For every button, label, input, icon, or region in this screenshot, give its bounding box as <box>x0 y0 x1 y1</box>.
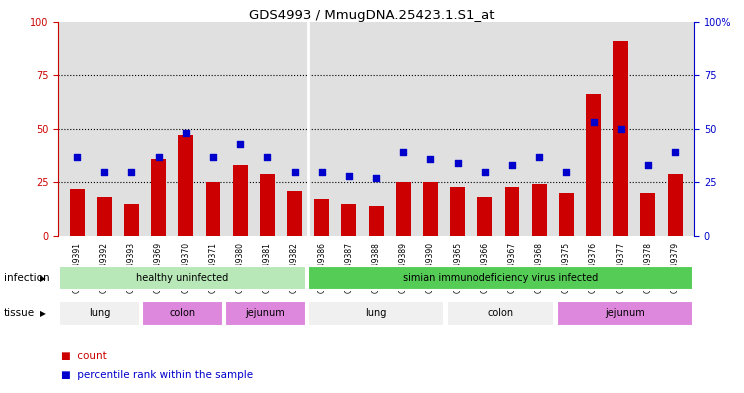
Bar <box>557 301 693 326</box>
Bar <box>450 187 465 236</box>
Point <box>126 168 138 174</box>
Bar <box>667 174 682 236</box>
Point <box>98 168 110 174</box>
Bar <box>60 266 306 290</box>
Text: jejunum: jejunum <box>246 309 286 318</box>
Bar <box>205 182 220 236</box>
Bar <box>151 159 166 236</box>
Bar <box>97 197 112 236</box>
Point <box>452 160 464 166</box>
Bar <box>559 193 574 236</box>
Point <box>370 175 382 181</box>
Text: lung: lung <box>365 309 387 318</box>
Bar <box>308 266 693 290</box>
Point <box>234 141 246 147</box>
Bar <box>124 204 139 236</box>
Bar <box>60 301 140 326</box>
Bar <box>314 199 329 236</box>
Point <box>479 168 491 174</box>
Point <box>153 153 164 160</box>
Text: infection: infection <box>4 273 49 283</box>
Bar <box>532 184 547 236</box>
Bar <box>233 165 248 236</box>
Point <box>506 162 518 168</box>
Bar <box>70 189 85 236</box>
Text: GDS4993 / MmugDNA.25423.1.S1_at: GDS4993 / MmugDNA.25423.1.S1_at <box>249 9 495 22</box>
Point <box>207 153 219 160</box>
Bar <box>179 135 193 236</box>
Text: ▶: ▶ <box>40 309 46 318</box>
Text: ▶: ▶ <box>40 274 46 283</box>
Text: colon: colon <box>170 309 196 318</box>
Point <box>588 119 600 125</box>
Text: jejunum: jejunum <box>605 309 645 318</box>
Point <box>533 153 545 160</box>
Text: colon: colon <box>487 309 513 318</box>
Bar <box>586 94 601 236</box>
Point <box>71 153 83 160</box>
Text: lung: lung <box>89 309 110 318</box>
Point <box>425 156 437 162</box>
Bar <box>423 182 438 236</box>
Bar <box>260 174 275 236</box>
Bar <box>225 301 306 326</box>
Bar <box>368 206 384 236</box>
Bar <box>396 182 411 236</box>
Text: tissue: tissue <box>4 309 35 318</box>
Point <box>315 168 327 174</box>
Point <box>560 168 572 174</box>
Bar <box>446 301 554 326</box>
Point <box>642 162 654 168</box>
Bar <box>613 41 628 236</box>
Point <box>180 130 192 136</box>
Point <box>615 125 626 132</box>
Bar <box>142 301 222 326</box>
Bar <box>478 197 493 236</box>
Bar <box>308 301 444 326</box>
Point <box>261 153 273 160</box>
Point <box>669 149 681 155</box>
Point <box>343 173 355 179</box>
Bar <box>287 191 302 236</box>
Bar <box>504 187 519 236</box>
Bar <box>641 193 655 236</box>
Bar <box>341 204 356 236</box>
Text: ■  count: ■ count <box>61 351 106 361</box>
Text: simian immunodeficiency virus infected: simian immunodeficiency virus infected <box>403 273 598 283</box>
Text: ■  percentile rank within the sample: ■ percentile rank within the sample <box>61 370 253 380</box>
Point <box>289 168 301 174</box>
Point <box>397 149 409 155</box>
Text: healthy uninfected: healthy uninfected <box>136 273 228 283</box>
